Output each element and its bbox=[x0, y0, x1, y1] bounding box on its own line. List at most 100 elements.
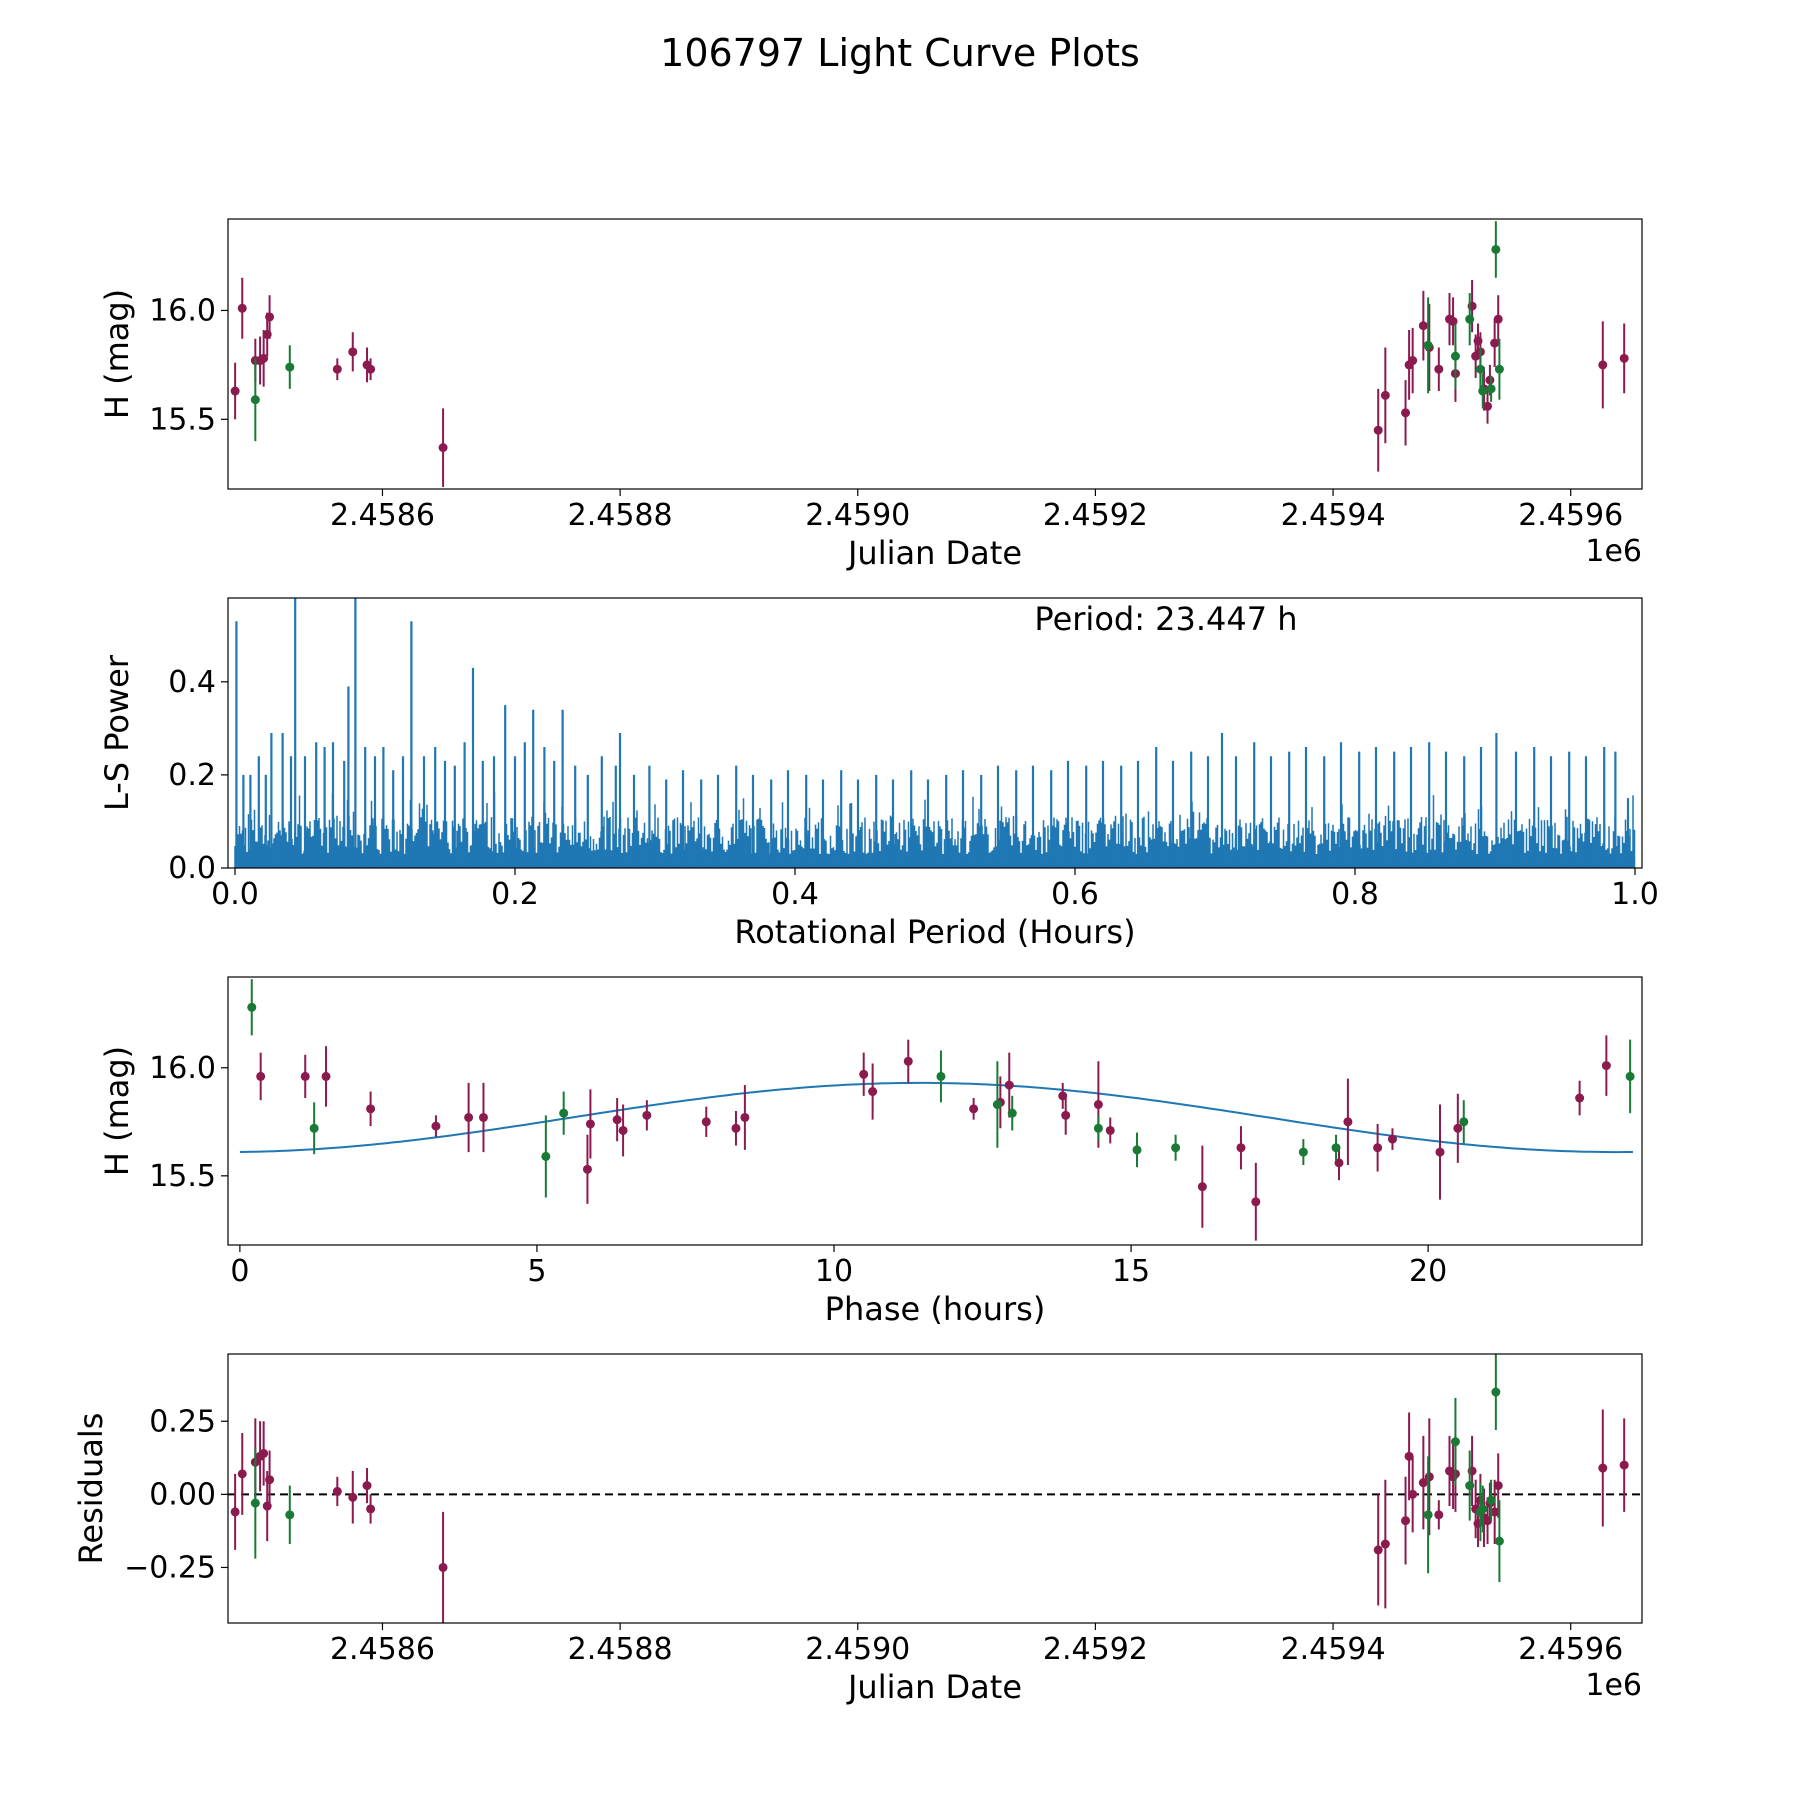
y-tick-label: 0.25 bbox=[149, 1404, 216, 1439]
green-data-point bbox=[1298, 1147, 1308, 1157]
red-data-point bbox=[1380, 390, 1390, 400]
red-data-point bbox=[230, 386, 240, 396]
green-data-point bbox=[1450, 351, 1460, 361]
red-data-point bbox=[1401, 408, 1411, 418]
x-tick-label: 2.4594 bbox=[1281, 1632, 1386, 1667]
green-data-point bbox=[1132, 1145, 1142, 1155]
data-points bbox=[230, 221, 1629, 487]
red-data-point bbox=[256, 1071, 266, 1081]
green-data-point bbox=[1331, 1143, 1341, 1153]
panel-light-curve: 2.4586 2.4588 2.4590 2.4592 2.4594 2.4596 15.5… bbox=[98, 218, 1643, 572]
red-data-point bbox=[259, 1448, 269, 1458]
data-points bbox=[230, 1354, 1629, 1623]
y-tick-label: 0.2 bbox=[168, 758, 216, 793]
x-axis-label: Julian Date bbox=[846, 1668, 1022, 1706]
green-data-point bbox=[1486, 384, 1496, 394]
red-data-point bbox=[1418, 321, 1428, 331]
red-data-point bbox=[701, 1117, 711, 1127]
panel-phase-folded: 0 5 10 15 20 15.5 16.0 Phase (hours) H (mag) bbox=[98, 976, 1643, 1328]
x-axis-label: Phase (hours) bbox=[825, 1290, 1046, 1328]
plot-frame bbox=[227, 1353, 1643, 1624]
x-tick-label: 2.4590 bbox=[805, 1632, 910, 1667]
x-offset-label: 1e6 bbox=[1585, 1668, 1642, 1703]
red-data-point bbox=[1619, 1460, 1629, 1470]
x-tick-label: 2.4586 bbox=[330, 1632, 435, 1667]
green-data-point bbox=[559, 1108, 569, 1118]
plot-frame bbox=[227, 976, 1643, 1246]
green-data-point bbox=[250, 395, 260, 405]
red-data-point bbox=[1601, 1061, 1611, 1071]
red-data-point bbox=[740, 1112, 750, 1122]
red-data-point bbox=[1493, 314, 1503, 324]
x-tick-label: 10 bbox=[815, 1254, 853, 1289]
red-data-point bbox=[859, 1069, 869, 1079]
red-data-point bbox=[1575, 1093, 1585, 1103]
x-tick-label: 5 bbox=[527, 1254, 546, 1289]
red-data-point bbox=[1619, 353, 1629, 363]
green-data-point bbox=[1450, 1437, 1460, 1447]
x-tick-label: 0.6 bbox=[1051, 877, 1099, 912]
red-data-point bbox=[903, 1056, 913, 1066]
data-points bbox=[247, 979, 1635, 1241]
green-data-point bbox=[1465, 314, 1475, 324]
x-tick-label: 2.4592 bbox=[1043, 1632, 1148, 1667]
x-tick-label: 2.4590 bbox=[805, 498, 910, 533]
red-data-point bbox=[259, 353, 269, 363]
red-data-point bbox=[366, 364, 376, 374]
red-data-point bbox=[1004, 1080, 1014, 1090]
red-data-point bbox=[585, 1119, 595, 1129]
y-tick-label: 15.5 bbox=[149, 1159, 216, 1194]
red-data-point bbox=[618, 1125, 628, 1135]
x-axis-label: Julian Date bbox=[846, 534, 1022, 572]
red-data-point bbox=[1434, 364, 1444, 374]
y-tick-label: 15.5 bbox=[149, 402, 216, 437]
red-data-point bbox=[1105, 1125, 1115, 1135]
red-data-point bbox=[612, 1115, 622, 1125]
green-data-point bbox=[1486, 1495, 1496, 1505]
red-data-point bbox=[1598, 360, 1608, 370]
green-data-point bbox=[1007, 1108, 1017, 1118]
red-data-point bbox=[237, 303, 247, 313]
x-tick-label: 0 bbox=[230, 1254, 249, 1289]
red-data-point bbox=[332, 364, 342, 374]
green-data-point bbox=[1459, 1117, 1469, 1127]
model-fit-curve bbox=[239, 1081, 1633, 1154]
red-data-point bbox=[1197, 1182, 1207, 1192]
y-axis-label: H (mag) bbox=[98, 1046, 136, 1176]
green-data-point bbox=[1494, 1536, 1504, 1546]
y-axis-label: L-S Power bbox=[98, 654, 136, 811]
x-tick-label: 2.4596 bbox=[1518, 498, 1623, 533]
red-data-point bbox=[1380, 1539, 1390, 1549]
y-tick-label: 16.0 bbox=[149, 1051, 216, 1086]
red-data-point bbox=[1373, 1545, 1383, 1555]
red-data-point bbox=[1453, 1123, 1463, 1133]
y-axis-label: H (mag) bbox=[98, 289, 136, 419]
red-data-point bbox=[431, 1121, 441, 1131]
red-data-point bbox=[731, 1123, 741, 1133]
red-data-point bbox=[1251, 1197, 1261, 1207]
green-data-point bbox=[1423, 1510, 1433, 1520]
red-data-point bbox=[1408, 356, 1418, 366]
red-data-point bbox=[366, 1504, 376, 1514]
red-data-point bbox=[1485, 375, 1495, 385]
x-tick-label: 2.4588 bbox=[568, 1632, 673, 1667]
green-data-point bbox=[285, 362, 295, 372]
green-data-point bbox=[1423, 340, 1433, 350]
y-tick-label: 0.00 bbox=[149, 1477, 216, 1512]
green-data-point bbox=[936, 1071, 946, 1081]
red-data-point bbox=[1401, 1516, 1411, 1526]
green-data-point bbox=[309, 1123, 319, 1133]
red-data-point bbox=[868, 1087, 878, 1097]
red-data-point bbox=[1404, 1451, 1414, 1461]
green-data-point bbox=[1491, 244, 1501, 254]
y-tick-label: −0.25 bbox=[124, 1550, 216, 1585]
red-data-point bbox=[230, 1507, 240, 1517]
red-data-point bbox=[321, 1071, 331, 1081]
green-data-point bbox=[1478, 1504, 1488, 1514]
red-data-point bbox=[1434, 1510, 1444, 1520]
x-tick-label: 0.0 bbox=[211, 877, 259, 912]
red-data-point bbox=[348, 347, 358, 357]
green-data-point bbox=[1475, 364, 1485, 374]
x-tick-label: 2.4586 bbox=[330, 498, 435, 533]
